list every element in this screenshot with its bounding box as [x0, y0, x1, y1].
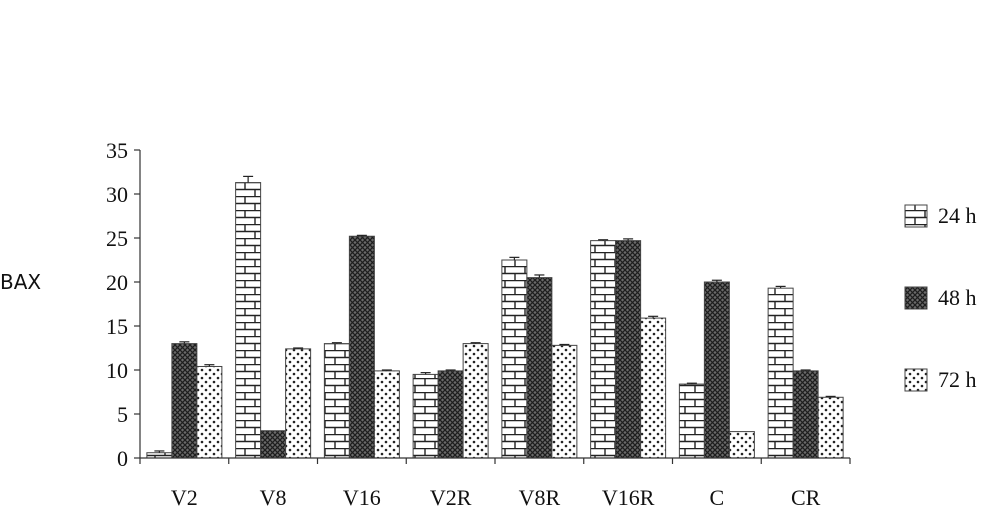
legend-swatch: [904, 368, 928, 392]
bar-24h-V2R: [412, 373, 439, 459]
x-axis: V2 V8 V16 V2R V8R V16R C CR: [139, 457, 851, 510]
y-tick-label: 25: [106, 226, 128, 251]
bar-72h-V8R: [551, 344, 578, 459]
bar-24h-V16R: [590, 240, 617, 459]
y-tick-label: 5: [117, 402, 128, 427]
y-axis: 0 5 10 15 20 25 30 35: [106, 138, 141, 471]
bar-24h-V8R: [501, 259, 528, 459]
y-tick-label: 30: [106, 182, 128, 207]
bar-48h-C: [703, 281, 730, 459]
category-label: V16: [343, 485, 381, 510]
bar-48h-V8R: [526, 277, 553, 459]
category-label: V16R: [602, 485, 655, 510]
y-tick-label: 15: [106, 314, 128, 339]
category-label: V2R: [430, 485, 472, 510]
bar-48h-V2: [171, 343, 198, 459]
category-label: CR: [791, 485, 821, 510]
legend-swatch: [904, 286, 928, 310]
bar-24h-V2: [146, 452, 173, 459]
bar-48h-V2R: [437, 370, 464, 459]
bar-24h-C: [678, 383, 705, 459]
bar-24h-CR: [767, 287, 794, 459]
bar-48h-V16R: [615, 240, 642, 459]
y-axis-label: BAX: [0, 270, 41, 294]
y-tick-label: 10: [106, 358, 128, 383]
category-label: V8R: [519, 485, 561, 510]
bar-72h-V16: [373, 370, 400, 459]
category-label: C: [710, 485, 725, 510]
bar-24h-V8: [235, 182, 262, 459]
bar-48h-V8: [260, 430, 287, 459]
bar-72h-V8: [285, 348, 312, 459]
category-label: V8: [260, 485, 287, 510]
y-tick-label: 20: [106, 270, 128, 295]
legend-label: 48 h: [938, 285, 977, 310]
bar-48h-CR: [792, 370, 819, 459]
bar-72h-V2: [196, 365, 223, 459]
bar-72h-C: [728, 431, 755, 459]
bar-72h-V16R: [640, 317, 667, 459]
category-label: V2: [171, 485, 198, 510]
bar-48h-V16: [348, 235, 375, 459]
bar-72h-CR: [817, 396, 844, 459]
y-tick-label: 0: [117, 446, 128, 471]
legend-swatch: [904, 204, 928, 228]
bars: [146, 175, 844, 459]
y-tick-label: 35: [106, 138, 128, 163]
legend-label: 72 h: [938, 367, 977, 392]
bar-24h-V16: [323, 343, 350, 459]
bar-72h-V2R: [462, 343, 489, 459]
legend-label: 24 h: [938, 203, 977, 228]
legend: 24 h 48 h 72 h: [904, 203, 977, 392]
